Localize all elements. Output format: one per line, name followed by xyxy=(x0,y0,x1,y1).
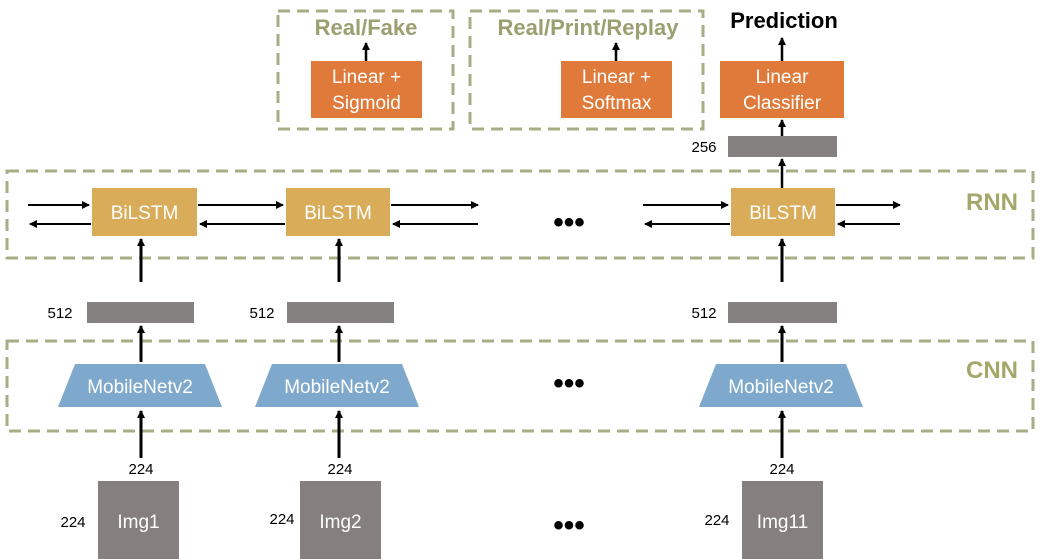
feature-bar-512-3 xyxy=(728,302,837,323)
feature-bar-256 xyxy=(728,136,837,157)
bilstm-2: BiLSTM xyxy=(286,188,390,236)
ellipsis-images: ••• xyxy=(553,509,585,542)
feature-dim-512-2: 512 xyxy=(249,305,274,322)
mobilenet-2-label: MobileNetv2 xyxy=(284,377,390,398)
real-print-replay-head-group xyxy=(468,9,705,131)
feature-dim-256: 256 xyxy=(691,139,716,156)
bilstm-11: BiLSTM xyxy=(731,188,835,236)
feature-bar-512-1 xyxy=(87,302,194,323)
linear-softmax-line2: Softmax xyxy=(582,93,652,114)
bilstm-2-label: BiLSTM xyxy=(304,203,372,224)
linear-classifier-box: Linear Classifier xyxy=(720,61,844,118)
ellipsis-cnn: ••• xyxy=(553,367,585,400)
image-1-label: Img1 xyxy=(117,512,159,533)
rnn-label: RNN xyxy=(966,189,1018,216)
cnn-label: CNN xyxy=(966,357,1018,384)
image-11-label: Img11 xyxy=(757,512,808,533)
image-2-label: Img2 xyxy=(319,512,361,533)
linear-sigmoid-line1: Linear + xyxy=(332,67,401,88)
mobilenet-2: MobileNetv2 xyxy=(255,364,419,407)
linear-sigmoid-line2: Sigmoid xyxy=(332,93,401,114)
feature-bar-512-2 xyxy=(287,302,394,323)
feature-dim-512-3: 512 xyxy=(691,305,716,322)
linear-classifier-line2: Classifier xyxy=(743,93,822,114)
image-11-height: 224 xyxy=(769,461,794,478)
mobilenet-11: MobileNetv2 xyxy=(699,364,863,407)
image-2: Img2 xyxy=(300,481,381,559)
mobilenet-11-label: MobileNetv2 xyxy=(728,377,834,398)
linear-sigmoid-box: Linear + Sigmoid xyxy=(311,61,422,118)
linear-softmax-box: Linear + Softmax xyxy=(561,61,672,118)
image-1-width: 224 xyxy=(60,514,85,531)
rnn-group xyxy=(5,169,1035,260)
mobilenet-1-label: MobileNetv2 xyxy=(87,377,193,398)
real-fake-head-group xyxy=(276,9,455,131)
cnn-group xyxy=(5,339,1035,433)
image-11: Img11 xyxy=(742,481,823,559)
bilstm-1-label: BiLSTM xyxy=(111,203,179,224)
image-2-height: 224 xyxy=(327,461,352,478)
feature-dim-512-1: 512 xyxy=(47,305,72,322)
image-1: Img1 xyxy=(98,481,179,559)
real-print-replay-label: Real/Print/Replay xyxy=(498,15,680,40)
ellipsis-rnn: ••• xyxy=(553,206,585,239)
bilstm-1: BiLSTM xyxy=(92,188,197,236)
prediction-label: Prediction xyxy=(730,8,838,33)
linear-classifier-line1: Linear xyxy=(756,67,809,88)
linear-softmax-line1: Linear + xyxy=(582,67,651,88)
image-11-width: 224 xyxy=(704,512,729,529)
image-2-width: 224 xyxy=(269,511,294,528)
bilstm-connections xyxy=(28,201,901,228)
image-1-height: 224 xyxy=(128,461,153,478)
bilstm-11-label: BiLSTM xyxy=(749,203,817,224)
mobilenet-1: MobileNetv2 xyxy=(58,364,222,407)
real-fake-label: Real/Fake xyxy=(315,15,418,40)
